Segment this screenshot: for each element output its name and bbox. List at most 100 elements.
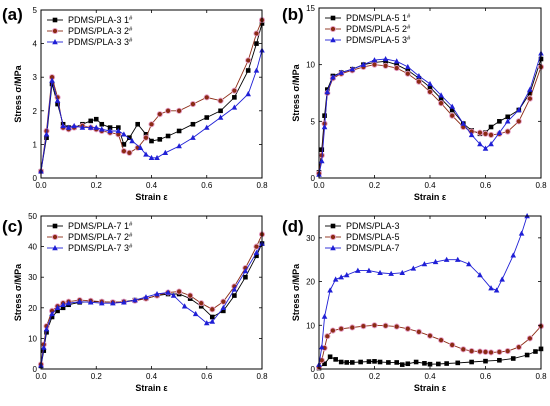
data-point xyxy=(416,73,422,79)
data-point xyxy=(217,114,224,120)
x-axis-label: Strain ε xyxy=(135,192,168,202)
data-point xyxy=(468,131,475,138)
data-point xyxy=(54,304,61,310)
data-point xyxy=(366,359,372,364)
data-point xyxy=(338,325,345,332)
data-point xyxy=(527,86,533,92)
data-point xyxy=(65,300,72,306)
data-point xyxy=(142,134,150,141)
data-point xyxy=(388,270,394,276)
x-axis-label: Strain ε xyxy=(135,383,168,393)
data-point xyxy=(71,122,77,129)
data-point xyxy=(40,344,47,350)
y-axis-label: Stress σ/MPa xyxy=(291,63,301,121)
data-point xyxy=(176,128,182,134)
data-point xyxy=(190,134,196,140)
data-point xyxy=(510,356,516,361)
y-tick-label: 5 xyxy=(311,117,316,126)
x-tick-label: 0.2 xyxy=(91,181,103,190)
data-point xyxy=(231,104,238,110)
data-point xyxy=(120,148,127,155)
data-point xyxy=(88,118,94,124)
data-point xyxy=(93,124,100,130)
y-tick-label: 5 xyxy=(33,6,38,15)
data-point xyxy=(415,78,422,85)
data-point xyxy=(386,360,391,365)
data-point xyxy=(187,296,193,301)
data-point xyxy=(135,121,140,127)
data-point xyxy=(355,267,361,273)
data-point xyxy=(343,272,350,278)
data-point xyxy=(487,349,495,356)
data-point xyxy=(324,333,331,340)
data-point xyxy=(93,116,99,122)
data-point xyxy=(504,348,511,355)
data-point xyxy=(321,124,328,130)
data-point xyxy=(382,56,389,62)
data-point xyxy=(253,67,260,73)
series-3 xyxy=(38,47,265,174)
data-point xyxy=(162,149,169,155)
panel-letter: (d) xyxy=(282,217,304,236)
data-point xyxy=(98,300,105,306)
data-point xyxy=(449,103,455,109)
x-tick-label: 0.4 xyxy=(146,181,158,190)
y-axis-label: Stress σ/MPa xyxy=(13,263,23,321)
y-tick-label: 15 xyxy=(306,4,315,13)
y-tick-label: 4 xyxy=(33,40,38,49)
y-tick-label: 10 xyxy=(306,61,315,70)
data-point xyxy=(192,310,199,317)
y-tick-label: 20 xyxy=(28,304,37,313)
data-point xyxy=(477,272,483,278)
x-tick-label: 0.2 xyxy=(91,372,103,381)
data-point xyxy=(444,361,449,366)
data-point xyxy=(107,127,113,134)
data-point xyxy=(231,286,238,292)
data-point xyxy=(154,291,160,297)
data-point xyxy=(253,243,260,250)
data-point xyxy=(338,359,344,365)
panel-letter: (c) xyxy=(2,217,23,236)
data-point xyxy=(338,274,344,280)
data-point xyxy=(504,128,511,135)
data-point xyxy=(157,137,163,142)
data-point xyxy=(404,70,411,77)
data-point xyxy=(220,304,227,310)
data-point xyxy=(121,142,127,147)
data-point xyxy=(349,66,356,72)
data-point xyxy=(327,287,333,293)
legend-marker xyxy=(52,39,58,45)
data-point xyxy=(449,341,456,349)
data-point xyxy=(209,306,216,313)
data-point xyxy=(221,308,226,314)
data-point xyxy=(76,298,83,304)
data-point xyxy=(203,320,210,326)
data-point xyxy=(488,124,494,130)
data-point xyxy=(189,101,196,108)
data-point xyxy=(43,326,50,332)
data-point xyxy=(232,293,237,298)
data-point xyxy=(350,360,355,365)
data-point xyxy=(476,129,484,136)
data-point xyxy=(377,359,383,365)
data-point xyxy=(209,318,216,324)
data-point xyxy=(330,74,336,80)
data-point xyxy=(505,114,510,120)
legend-marker xyxy=(330,15,336,21)
data-point xyxy=(165,289,171,295)
legend-label: PDMS/PLA-7 xyxy=(346,243,400,253)
data-point xyxy=(148,121,155,128)
legend-label: PDMS/PLA-3 2# xyxy=(68,26,133,36)
data-point xyxy=(143,132,149,137)
data-point xyxy=(87,299,94,305)
x-tick-label: 0.8 xyxy=(535,372,547,381)
data-point xyxy=(405,63,411,70)
data-point xyxy=(399,362,405,367)
x-tick-label: 0.4 xyxy=(146,372,158,381)
data-point xyxy=(360,323,367,330)
data-point xyxy=(404,325,411,332)
data-point xyxy=(60,122,66,129)
data-point xyxy=(413,359,419,365)
data-point xyxy=(332,276,339,282)
data-point xyxy=(371,61,378,68)
